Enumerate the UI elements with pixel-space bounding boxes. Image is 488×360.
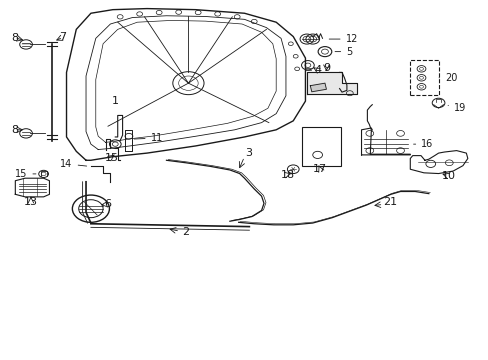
Text: 16: 16 — [413, 139, 432, 149]
Text: 3: 3 — [244, 148, 251, 158]
Text: 13: 13 — [24, 197, 38, 207]
Text: 11: 11 — [134, 133, 163, 143]
Text: 18: 18 — [281, 170, 295, 180]
Text: 15: 15 — [104, 153, 119, 163]
Text: 19: 19 — [447, 103, 465, 113]
Text: 4: 4 — [313, 65, 321, 75]
Text: 5: 5 — [334, 46, 352, 57]
FancyBboxPatch shape — [409, 59, 438, 95]
Text: 21: 21 — [382, 197, 396, 207]
Text: 8: 8 — [11, 33, 18, 42]
Text: 1: 1 — [112, 96, 119, 106]
Text: 6: 6 — [104, 199, 111, 210]
Text: 17: 17 — [312, 164, 326, 174]
Text: 2: 2 — [182, 227, 189, 237]
FancyBboxPatch shape — [302, 127, 340, 166]
Text: 12: 12 — [328, 34, 357, 44]
Text: 15: 15 — [15, 169, 36, 179]
Polygon shape — [306, 72, 356, 94]
Polygon shape — [310, 83, 326, 92]
Text: 9: 9 — [322, 63, 329, 73]
Text: 8: 8 — [11, 125, 18, 135]
Text: 20: 20 — [438, 73, 456, 83]
Text: 14: 14 — [61, 159, 86, 169]
Text: 10: 10 — [441, 171, 455, 181]
Text: 7: 7 — [60, 32, 66, 41]
